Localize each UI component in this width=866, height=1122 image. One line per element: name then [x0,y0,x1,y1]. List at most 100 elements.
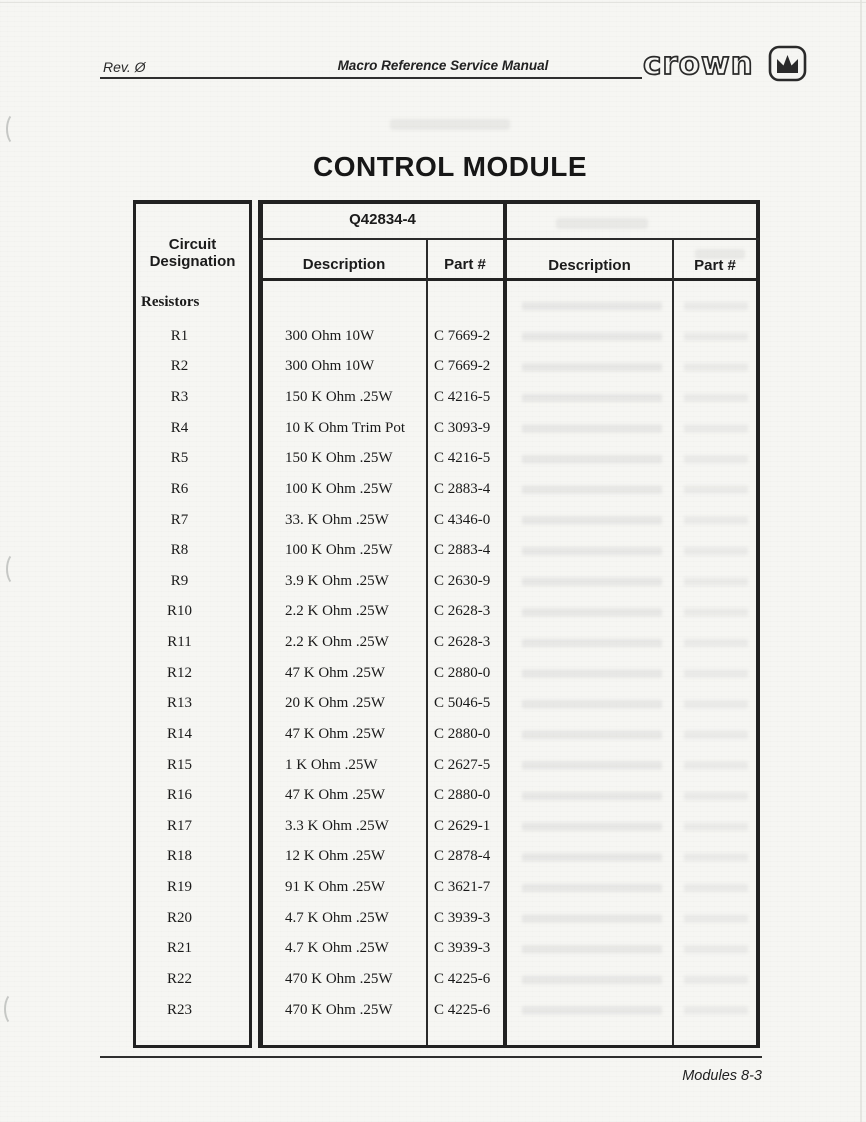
parts-box [258,200,760,1048]
column-header-circuit-line2: Designation [149,252,236,270]
table-row: R23 470 K Ohm .25W C 4225-6 [133,995,553,1026]
circuit-designation-cell: R3 [170,389,189,406]
table-row: R22 470 K Ohm .25W C 4225-6 [133,964,553,995]
table-row: R9 3.9 K Ohm .25W C 2630-9 [133,566,553,597]
table-row: R7 33. K Ohm .25W C 4346-0 [133,505,553,536]
crown-logo-icon: crown [643,45,807,83]
description-cell: 47 K Ohm .25W [285,787,385,804]
circuit-designation-cell: R20 [166,909,192,926]
part-number-cell: C 7669-2 [434,327,491,344]
table-rows: R1 300 Ohm 10W C 7669-2 R2 300 Ohm 10W C… [133,321,553,1025]
description-cell: 3.9 K Ohm .25W [285,572,389,589]
circuit-designation-cell: R14 [166,725,192,742]
description-cell: 300 Ohm 10W [285,358,375,375]
table-row: R19 91 K Ohm .25W C 3621-7 [133,872,553,903]
circuit-designation-cell: R2 [170,358,189,375]
table-row: R6 100 K Ohm .25W C 2883-4 [133,474,553,505]
description-cell: 10 K Ohm Trim Pot [285,419,406,436]
circuit-designation-cell: R19 [166,879,192,896]
description-cell: 47 K Ohm .25W [285,725,385,742]
circuit-designation-cell: R7 [170,511,189,528]
revision-label: Rev. Ø [103,59,146,75]
section-label-resistors: Resistors [141,294,200,310]
circuit-designation-cell: R18 [166,848,192,865]
table-row: R12 47 K Ohm .25W C 2880-0 [133,658,553,689]
part-number-cell: C 2627-5 [434,756,491,773]
table-row: R4 10 K Ohm Trim Pot C 3093-9 [133,413,553,444]
header-row-divider [259,278,759,281]
description-cell: 470 K Ohm .25W [285,970,393,987]
part-number-cell: C 2629-1 [434,817,491,834]
part-number-cell: C 3621-7 [434,879,491,896]
binding-shadow-artifact [6,552,26,586]
circuit-designation-cell: R17 [166,817,192,834]
description-cell: 4.7 K Ohm .25W [285,940,389,957]
crown-logo-word: crown [643,46,754,82]
description-cell: 20 K Ohm .25W [285,695,385,712]
binding-shadow-artifact [6,112,26,146]
column-header-part-left: Part # [444,256,486,273]
description-cell: 2.2 K Ohm .25W [285,634,389,651]
table-row: R11 2.2 K Ohm .25W C 2628-3 [133,627,553,658]
part-number-cell: C 4225-6 [434,970,491,987]
circuit-designation-cell: R6 [170,480,189,497]
description-cell: 47 K Ohm .25W [285,664,385,681]
page-title: CONTROL MODULE [312,151,588,182]
bleed-through-artifact [390,119,510,130]
description-cell: 2.2 K Ohm .25W [285,603,389,620]
description-cell: 150 K Ohm .25W [285,389,393,406]
part-number-cell: C 2880-0 [434,787,491,804]
description-cell: 33. K Ohm .25W [285,511,389,528]
table-row: R15 1 K Ohm .25W C 2627-5 [133,750,553,781]
circuit-designation-cell: R10 [166,603,192,620]
part-number-cell: C 5046-5 [434,695,491,712]
board-number-header: Q42834-4 [349,211,416,228]
column-header-circuit-line1: Circuit [168,236,217,253]
circuit-designation-cell: R21 [166,940,192,957]
part-number-cell: C 3939-3 [434,940,491,957]
board-row-divider [259,238,759,240]
binding-shadow-artifact [4,992,24,1026]
page-edge-right [860,0,862,1122]
part-number-cell: C 2880-0 [434,664,491,681]
circuit-designation-cell: R1 [170,327,189,344]
circuit-designation-cell: R5 [170,450,189,467]
table-row: R17 3.3 K Ohm .25W C 2629-1 [133,811,553,842]
part-number-cell: C 2878-4 [434,848,491,865]
table-row: R21 4.7 K Ohm .25W C 3939-3 [133,934,553,965]
table-row: R18 12 K Ohm .25W C 2878-4 [133,842,553,873]
table-row: R16 47 K Ohm .25W C 2880-0 [133,780,553,811]
description-cell: 100 K Ohm .25W [285,542,393,559]
part-number-cell: C 2883-4 [434,480,491,497]
column-header-part-right: Part # [694,257,736,274]
description-cell: 91 K Ohm .25W [285,879,385,896]
table-row: R14 47 K Ohm .25W C 2880-0 [133,719,553,750]
part-number-cell: C 2630-9 [434,572,491,589]
part-number-cell: C 2883-4 [434,542,491,559]
description-cell: 4.7 K Ohm .25W [285,909,389,926]
part-number-cell: C 2628-3 [434,634,491,651]
circuit-designation-cell: R8 [170,542,189,559]
table-row: R8 100 K Ohm .25W C 2883-4 [133,535,553,566]
table-row: R5 150 K Ohm .25W C 4216-5 [133,444,553,475]
part-number-cell: C 4346-0 [434,511,491,528]
footer-rule [100,1056,762,1058]
header-rule [100,77,642,79]
part-number-cell: C 2880-0 [434,725,491,742]
column-divider-right [672,239,674,1045]
circuit-designation-cell: R13 [166,695,192,712]
table-row: R1 300 Ohm 10W C 7669-2 [133,321,553,352]
part-number-cell: C 4216-5 [434,389,491,406]
description-cell: 300 Ohm 10W [285,327,375,344]
circuit-designation-cell: R15 [166,756,192,773]
part-number-cell: C 3939-3 [434,909,491,926]
manual-title: Macro Reference Service Manual [337,58,549,73]
column-divider-center-heavy [503,201,507,1046]
column-header-circuit-designation: Circuit Designation [134,236,251,270]
page-edge-top [0,2,866,3]
part-number-cell: C 4216-5 [434,450,491,467]
circuit-designation-cell: R9 [170,572,189,589]
column-header-description-left: Description [302,256,386,273]
column-header-description-right: Description [548,257,631,274]
